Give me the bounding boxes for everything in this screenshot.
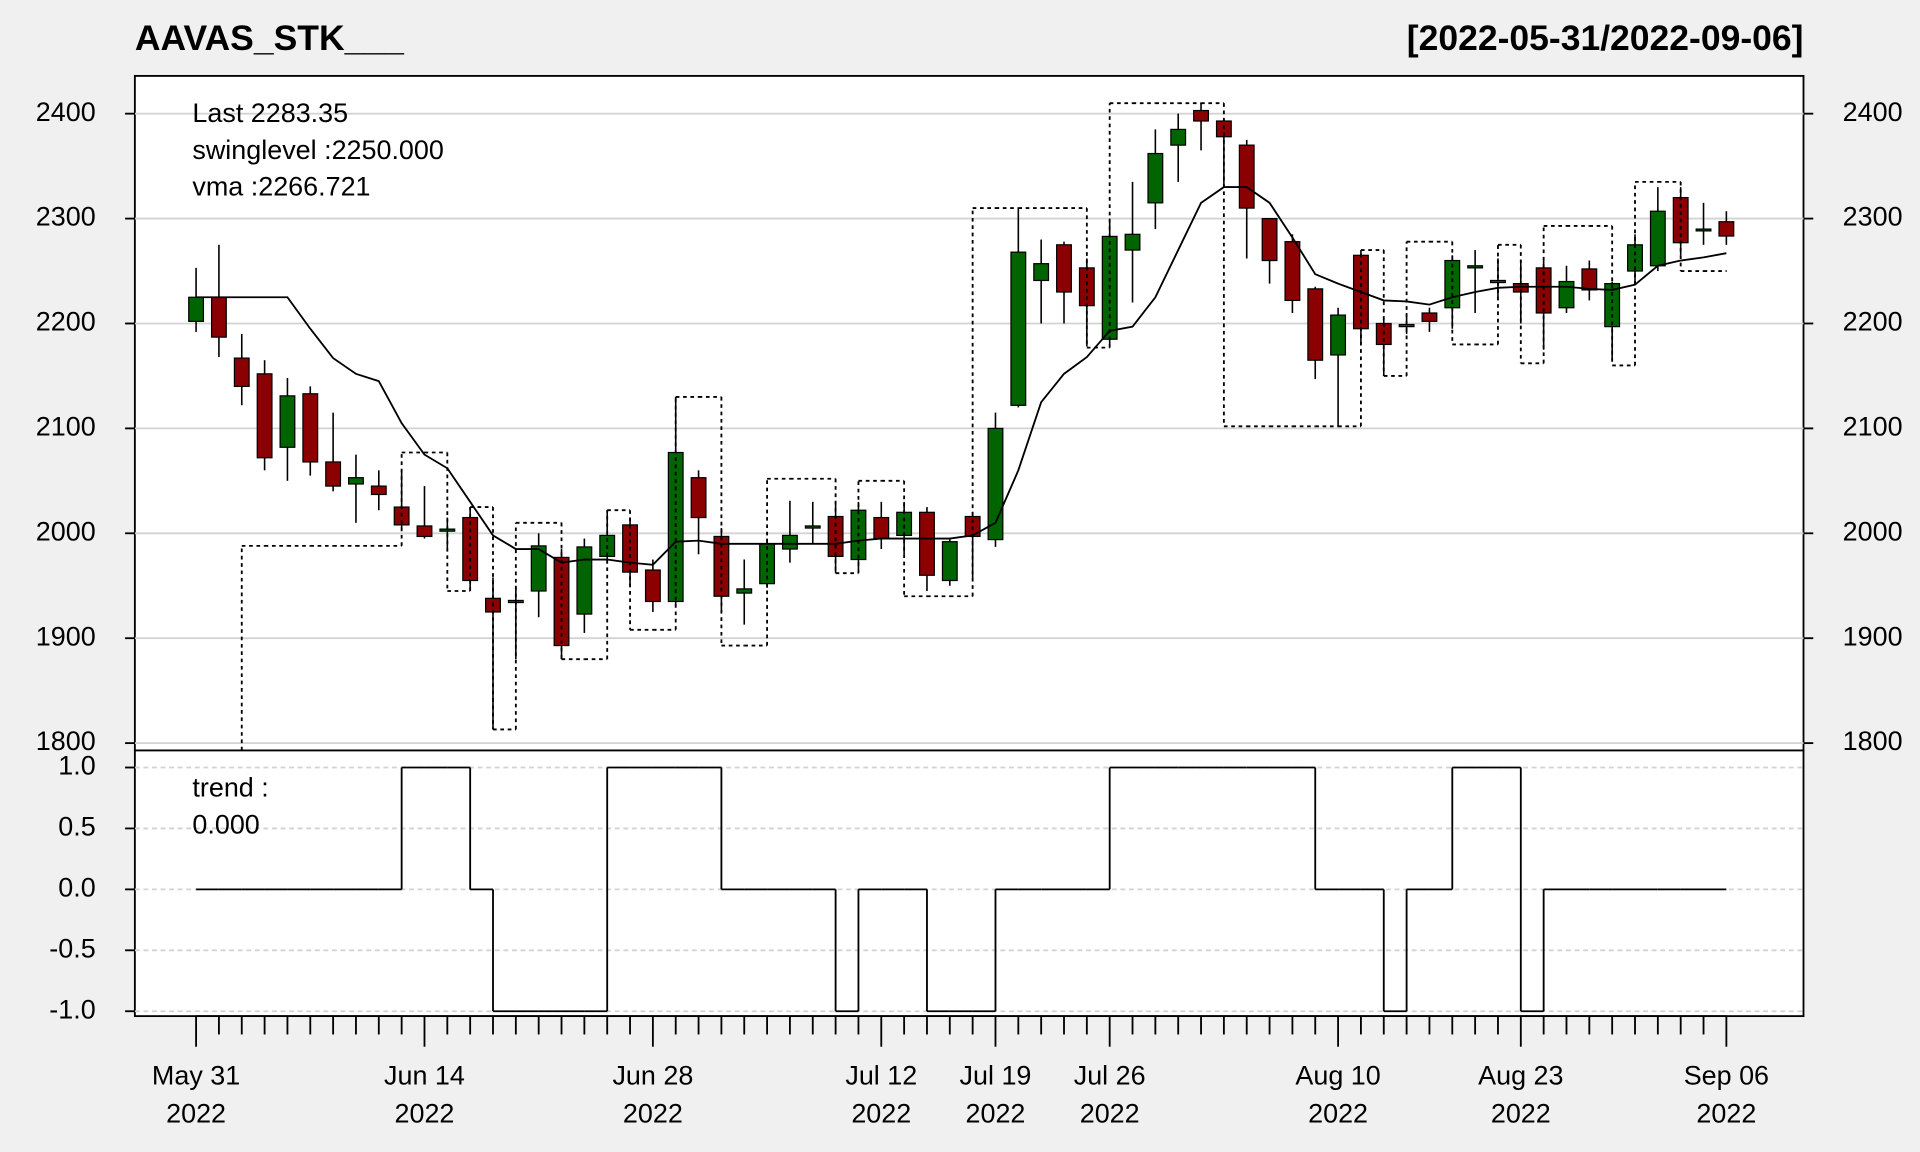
y-tick-label: 2100 bbox=[1843, 411, 1903, 441]
y-tick-label: 2200 bbox=[36, 307, 96, 337]
candle-body bbox=[1398, 323, 1415, 328]
x-tick-label: Jul 26 bbox=[1074, 1060, 1146, 1090]
y-tick-label: 2300 bbox=[1843, 202, 1903, 232]
x-tick-label: 2022 bbox=[623, 1098, 683, 1128]
y-tick-label: 2400 bbox=[36, 97, 96, 127]
candle-body bbox=[1604, 283, 1621, 328]
chart-title: AAVAS_STK___ bbox=[135, 18, 405, 58]
y-tick-label: 0.5 bbox=[58, 812, 95, 842]
x-tick-label: May 31 bbox=[152, 1060, 240, 1090]
candle-body bbox=[1695, 228, 1712, 232]
y-tick-label: 2400 bbox=[1843, 97, 1903, 127]
candle-body bbox=[644, 569, 661, 603]
y-tick-label: 1800 bbox=[1843, 726, 1903, 756]
candle-body bbox=[690, 477, 707, 519]
candle-body bbox=[302, 393, 319, 463]
x-tick-label: Jun 28 bbox=[612, 1060, 693, 1090]
candle-body bbox=[781, 534, 798, 550]
x-tick-label: 2022 bbox=[966, 1098, 1026, 1128]
x-tick-label: Aug 10 bbox=[1295, 1060, 1380, 1090]
candle-body bbox=[736, 588, 753, 594]
candle-body bbox=[233, 357, 250, 388]
candle-body bbox=[1558, 280, 1575, 309]
trend-panel bbox=[133, 749, 1805, 1018]
y-tick-label: 1900 bbox=[36, 621, 96, 651]
y-tick-label: 1.0 bbox=[58, 751, 95, 781]
candle-body bbox=[1421, 312, 1438, 322]
candle-body bbox=[188, 296, 205, 322]
y-tick-label: -1.0 bbox=[49, 994, 95, 1024]
candle-body bbox=[941, 541, 958, 582]
y-tick-label: -0.5 bbox=[49, 933, 95, 963]
legend-text: trend : bbox=[192, 773, 268, 803]
candle-body bbox=[1193, 109, 1210, 122]
y-tick-label: 2000 bbox=[1843, 516, 1903, 546]
candle-body bbox=[416, 525, 433, 538]
x-tick-label: 2022 bbox=[1491, 1098, 1551, 1128]
price-panel bbox=[133, 74, 1805, 752]
date-range: [2022-05-31/2022-09-06] bbox=[1407, 18, 1804, 58]
candle-body bbox=[1033, 263, 1050, 282]
candle-body bbox=[530, 545, 547, 592]
candle-body bbox=[1581, 268, 1598, 291]
candle-body bbox=[1170, 128, 1187, 146]
x-tick-label: 2022 bbox=[395, 1098, 455, 1128]
candle-body bbox=[1307, 288, 1324, 361]
candle-body bbox=[1147, 152, 1164, 204]
legend-text: 0.000 bbox=[192, 809, 259, 839]
candle-body bbox=[325, 461, 342, 487]
x-tick-label: 2022 bbox=[1080, 1098, 1140, 1128]
candle-body bbox=[576, 546, 593, 615]
candle-body bbox=[804, 525, 821, 529]
x-tick-label: 2022 bbox=[1696, 1098, 1756, 1128]
x-tick-label: Jul 12 bbox=[845, 1060, 917, 1090]
candle-body bbox=[1010, 251, 1027, 406]
candle-body bbox=[279, 395, 296, 448]
y-tick-label: 2300 bbox=[36, 202, 96, 232]
candle-body bbox=[1535, 267, 1552, 314]
candle-body bbox=[896, 511, 913, 537]
x-tick-label: Jul 19 bbox=[960, 1060, 1032, 1090]
candle-body bbox=[1261, 217, 1278, 262]
x-tick-label: 2022 bbox=[166, 1098, 226, 1128]
legend-text: Last 2283.35 bbox=[192, 98, 348, 128]
candle-body bbox=[1238, 144, 1255, 209]
candle-body bbox=[873, 516, 890, 540]
y-tick-label: 0.0 bbox=[58, 872, 95, 902]
vma-line bbox=[196, 186, 1727, 566]
x-tick-label: 2022 bbox=[851, 1098, 911, 1128]
y-tick-label: 2000 bbox=[36, 516, 96, 546]
candle-body bbox=[462, 516, 479, 582]
candle-body bbox=[1284, 241, 1301, 302]
candle-body bbox=[827, 515, 844, 557]
y-tick-label: 1800 bbox=[36, 726, 96, 756]
candle-body bbox=[553, 556, 570, 647]
candle-body bbox=[348, 477, 364, 485]
y-tick-label: 2100 bbox=[36, 411, 96, 441]
candle-body bbox=[1467, 265, 1484, 269]
x-tick-label: 2022 bbox=[1308, 1098, 1368, 1128]
candle-body bbox=[1124, 233, 1141, 251]
candle-body bbox=[370, 485, 387, 496]
y-tick-label: 1900 bbox=[1843, 621, 1903, 651]
candle-body bbox=[1718, 221, 1735, 237]
candle-body bbox=[987, 427, 1004, 541]
candle-body bbox=[1056, 244, 1072, 293]
candle-body bbox=[1330, 314, 1347, 356]
x-tick-label: Jun 14 bbox=[384, 1060, 465, 1090]
candle-body bbox=[1649, 210, 1666, 267]
x-tick-label: Sep 06 bbox=[1684, 1060, 1769, 1090]
candle-body bbox=[256, 373, 273, 459]
candle-body bbox=[210, 296, 227, 338]
candle-body bbox=[1078, 267, 1095, 307]
x-tick-label: Aug 23 bbox=[1478, 1060, 1563, 1090]
y-tick-label: 2200 bbox=[1843, 307, 1903, 337]
legend-text: swinglevel :2250.000 bbox=[192, 135, 443, 165]
legend-text: vma :2266.721 bbox=[192, 172, 370, 202]
candle-body bbox=[919, 511, 935, 576]
